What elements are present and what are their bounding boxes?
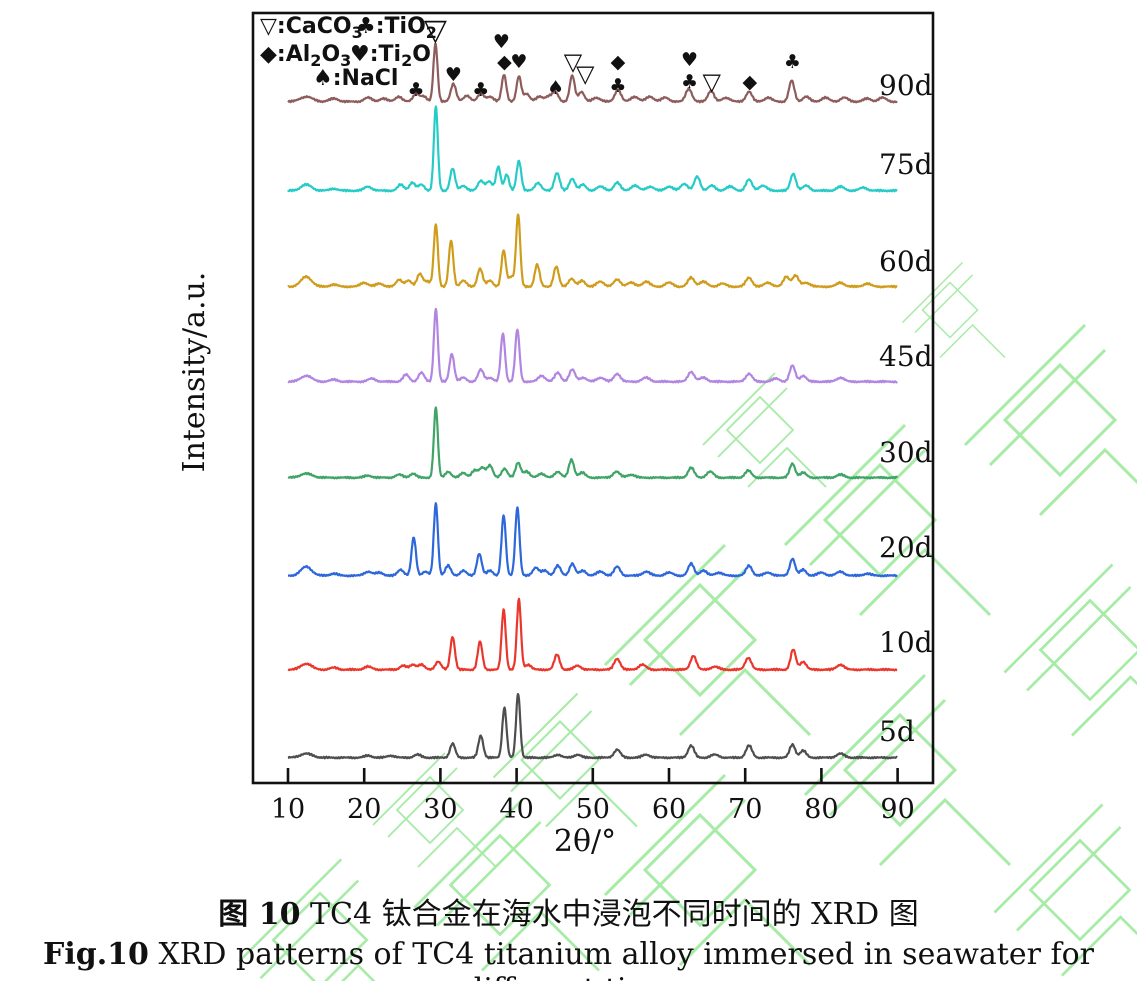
phase-marker-TiO2: ♣ xyxy=(784,51,801,73)
phase-marker-Al2O3: ◆ xyxy=(742,71,757,93)
xrd-trace-60d xyxy=(287,213,898,289)
x-tick-label: 90 xyxy=(880,794,914,825)
xrd-trace-75d xyxy=(287,105,898,193)
phase-marker-Ti2O: ♥ xyxy=(681,49,698,71)
watermark-motif xyxy=(603,773,812,967)
caption-english: Fig.10 XRD patterns of TC4 titanium allo… xyxy=(0,937,1137,981)
phase-marker-CaCO3: ▽ xyxy=(702,68,721,96)
xrd-trace-30d xyxy=(287,406,899,480)
trace-group xyxy=(287,42,899,760)
phase-marker-Ti2O: ♥ xyxy=(445,64,462,86)
xrd-trace-10d xyxy=(287,597,898,672)
phase-marker-CaCO3: ▽ xyxy=(564,48,583,76)
xrd-trace-20d xyxy=(287,502,898,578)
legend-entry: ◆:Al2O3 xyxy=(260,42,351,70)
phase-legend: ▽:CaCO3♣:TiO2◆:Al2O3♥:Ti2O♠:NaCl xyxy=(260,14,437,91)
x-tick-label: 40 xyxy=(499,794,533,825)
phase-marker-TiO2: ♣ xyxy=(407,79,424,101)
legend-marker-icon: ♠: xyxy=(313,66,342,91)
x-tick-label: 30 xyxy=(423,794,457,825)
x-tick-label: 20 xyxy=(347,794,381,825)
x-tick-label: 70 xyxy=(728,794,762,825)
watermark-motif xyxy=(1003,563,1137,737)
caption-chinese: 图 10 TC4 钛合金在海水中浸泡不同时间的 XRD 图 xyxy=(0,889,1137,933)
trace-label-75d: 75d xyxy=(879,148,933,181)
phase-marker-Ti2O: ♥ xyxy=(493,31,510,53)
axis-ticks xyxy=(286,768,899,782)
watermark-motif xyxy=(413,798,600,972)
caption-en-text: XRD patterns of TC4 titanium alloy immer… xyxy=(158,937,1094,981)
trace-label-45d: 45d xyxy=(879,340,933,373)
xrd-trace-90d xyxy=(287,42,898,104)
phase-marker-CaCO3: ▽ xyxy=(576,60,595,88)
caption-zh-number: 图 10 xyxy=(218,897,301,932)
legend-marker-icon: ♥: xyxy=(350,42,379,67)
legend-marker-icon: ◆: xyxy=(260,42,286,67)
watermark-motif xyxy=(993,803,1137,977)
x-tick-label: 80 xyxy=(804,794,838,825)
xrd-trace-5d xyxy=(287,692,898,760)
phase-marker-Ti2O: ♥ xyxy=(510,51,527,73)
legend-marker-icon: ♣: xyxy=(356,14,385,39)
phase-marker-NaCl: ♠ xyxy=(547,77,564,99)
x-axis-label: 2θ/° xyxy=(554,824,616,859)
phase-marker-TiO2: ♣ xyxy=(609,75,626,97)
axis-tick-labels: 10 20 30 40 50 60 70 80 90 xyxy=(271,794,915,825)
caption-zh-text: TC4 钛合金在海水中浸泡不同时间的 XRD 图 xyxy=(300,897,919,932)
watermark-motif xyxy=(702,372,827,488)
xrd-trace-45d xyxy=(287,307,898,384)
phase-marker-Al2O3: ◆ xyxy=(497,51,512,73)
xrd-chart: 10 20 30 40 50 60 70 80 90 90d 75d 60d 45d 30d 20d 10d… xyxy=(177,11,935,859)
trace-label-5d: 5d xyxy=(879,715,915,748)
trace-label-60d: 60d xyxy=(879,245,933,278)
x-tick-label: 50 xyxy=(576,794,610,825)
legend-entry: ▽:CaCO3 xyxy=(260,14,363,42)
caption-en-number: Fig.10 xyxy=(43,937,149,972)
phase-marker-annotations: ♣▽♥♣♥◆♥♠▽▽ ◆♣♥♣ ▽ ◆♣ xyxy=(407,13,800,101)
phase-marker-TiO2: ♣ xyxy=(681,71,698,93)
x-tick-label: 10 xyxy=(271,794,305,825)
phase-marker-CaCO3: ▽ xyxy=(424,13,447,48)
legend-entry: ♣:TiO2 xyxy=(356,14,437,42)
trace-labels: 90d 75d 60d 45d 30d 20d 10d 5d xyxy=(879,69,933,748)
trace-label-10d: 10d xyxy=(879,626,933,659)
trace-label-30d: 30d xyxy=(879,436,933,469)
watermark-motif xyxy=(963,323,1137,517)
phase-marker-TiO2: ♣ xyxy=(472,79,489,101)
phase-marker-Al2O3: ◆ xyxy=(611,51,626,73)
watermark-motif xyxy=(603,543,812,737)
plot-frame xyxy=(251,11,935,785)
x-tick-label: 60 xyxy=(652,794,686,825)
legend-marker-icon: ▽: xyxy=(260,14,286,39)
watermark-motif xyxy=(238,858,376,981)
trace-label-90d: 90d xyxy=(879,69,933,102)
y-axis-label: Intensity/a.u. xyxy=(177,272,212,473)
legend-entry: ♥:Ti2O xyxy=(350,42,431,70)
watermark-motif xyxy=(372,752,497,868)
trace-label-20d: 20d xyxy=(879,531,933,564)
legend-entry: ♠:NaCl xyxy=(313,66,398,91)
